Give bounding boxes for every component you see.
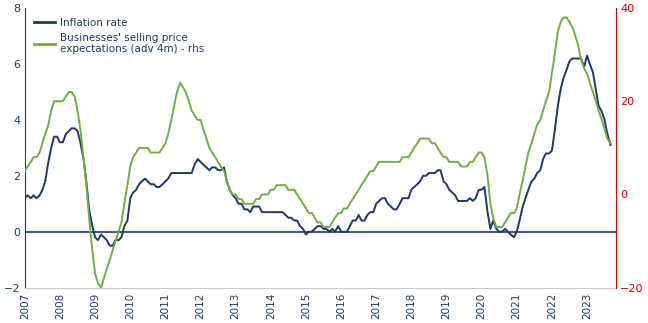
Legend: Inflation rate, Businesses' selling price
expectations (adv 4m) - rhs: Inflation rate, Businesses' selling pric… <box>30 13 209 58</box>
